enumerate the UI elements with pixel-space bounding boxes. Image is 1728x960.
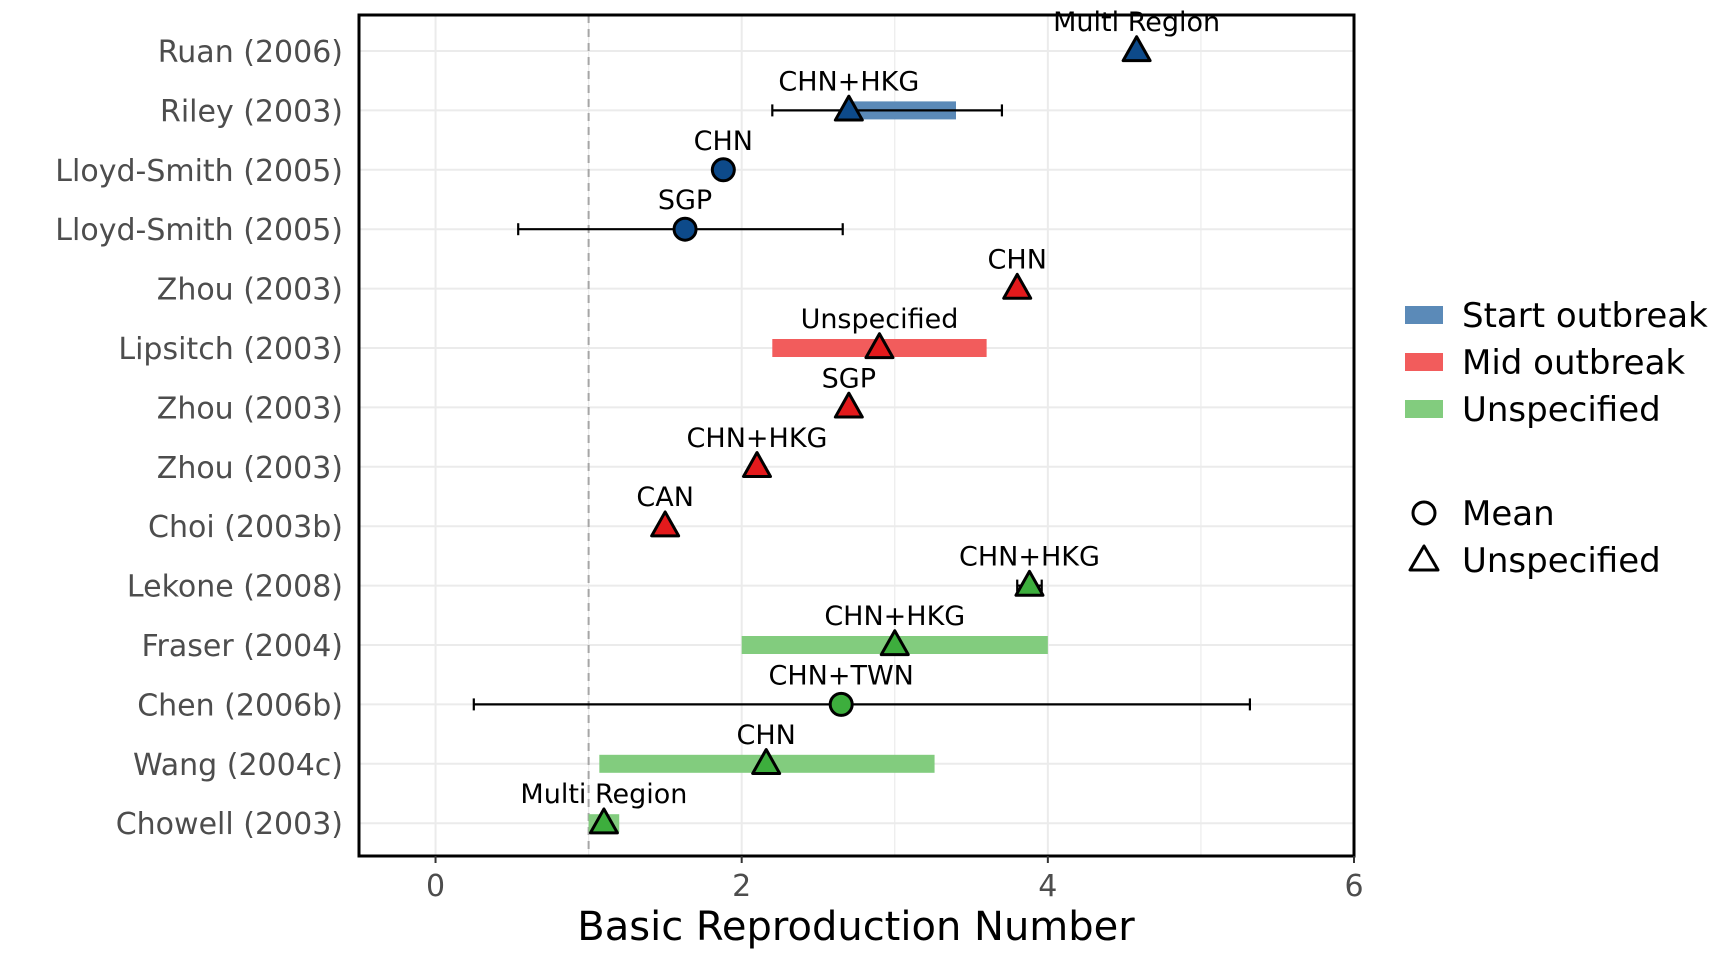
x-tick-label: 4 <box>1038 869 1057 904</box>
legend-label: Mean <box>1462 494 1555 534</box>
y-tick-label: Lipsitch (2003) <box>118 332 343 367</box>
y-tick-label: Zhou (2003) <box>157 391 343 426</box>
data-point-triangle <box>751 748 782 775</box>
data-point-triangle <box>833 94 864 122</box>
x-tick-label: 2 <box>732 869 751 904</box>
data-point-triangle <box>1002 272 1033 300</box>
data-point-triangle <box>588 807 619 835</box>
point-label: CHN <box>694 126 753 157</box>
x-tick-labels: 0 2 4 6 <box>426 856 1364 904</box>
data-point-triangle <box>1121 35 1152 63</box>
y-tick-label: Riley (2003) <box>160 94 343 129</box>
y-tick-label: Fraser (2004) <box>141 629 343 664</box>
legend: Start outbreak Mid outbreak Unspecified Mea… <box>1405 296 1708 581</box>
point-labels-layer: Multi Region CHN+HKG CHN SGP CHN Unspecified S… <box>520 7 1220 810</box>
y-tick-label: Lloyd-Smith (2005) <box>55 213 343 248</box>
point-label: Unspecified <box>801 304 959 335</box>
x-tick-label: 6 <box>1344 869 1363 904</box>
point-label: CHN+HKG <box>959 542 1100 573</box>
point-label: CAN <box>636 482 694 513</box>
point-label: SGP <box>822 363 876 394</box>
legend-label: Start outbreak <box>1462 296 1708 336</box>
point-label: CHN <box>737 720 796 751</box>
legend-swatch-unspecified <box>1405 400 1443 418</box>
data-point-triangle <box>1014 569 1045 597</box>
data-point-circle <box>828 691 854 717</box>
legend-label: Unspecified <box>1462 541 1661 581</box>
legend-label: Mid outbreak <box>1462 343 1685 383</box>
error-bars-layer <box>472 104 1252 711</box>
y-tick-label: Ruan (2006) <box>158 35 343 70</box>
data-point-circle <box>672 216 698 242</box>
y-tick-label: Chen (2006b) <box>137 688 343 723</box>
point-label: CHN+TWN <box>769 660 914 691</box>
legend-swatch-start <box>1405 306 1443 324</box>
legend-swatch-mid <box>1405 353 1443 371</box>
data-point-circle <box>710 157 736 183</box>
point-label: Multi Region <box>520 779 687 810</box>
point-label: CHN+HKG <box>824 601 965 632</box>
point-label: CHN+HKG <box>687 423 828 454</box>
y-tick-label: Choi (2003b) <box>148 510 343 545</box>
legend-label: Unspecified <box>1462 390 1661 430</box>
point-label: CHN <box>988 245 1047 276</box>
grid-layer <box>359 15 1355 856</box>
point-label: Multi Region <box>1053 7 1220 38</box>
legend-shape-circle <box>1411 500 1437 526</box>
point-label: CHN+HKG <box>778 66 919 97</box>
y-tick-label: Lloyd-Smith (2005) <box>55 154 343 189</box>
data-point-triangle <box>864 332 895 360</box>
x-tick-label: 0 <box>426 869 445 904</box>
data-point-triangle <box>879 629 910 657</box>
y-tick-label: Wang (2004c) <box>133 748 343 783</box>
points-layer <box>588 35 1152 835</box>
x-axis-title: Basic Reproduction Number <box>577 904 1135 950</box>
y-tick-label: Zhou (2003) <box>157 273 343 308</box>
legend-shape-triangle <box>1408 544 1440 572</box>
y-tick-label: Lekone (2008) <box>127 570 343 605</box>
data-point-triangle <box>650 510 681 538</box>
y-tick-label: Zhou (2003) <box>157 451 343 486</box>
data-point-triangle <box>742 451 772 478</box>
point-label: SGP <box>658 185 712 216</box>
data-point-triangle <box>833 391 864 419</box>
y-tick-label: Chowell (2003) <box>116 807 343 842</box>
plot-panel-border <box>357 13 1356 858</box>
y-tick-labels: Ruan (2006) Riley (2003) Lloyd-Smith (2005… <box>55 35 343 842</box>
